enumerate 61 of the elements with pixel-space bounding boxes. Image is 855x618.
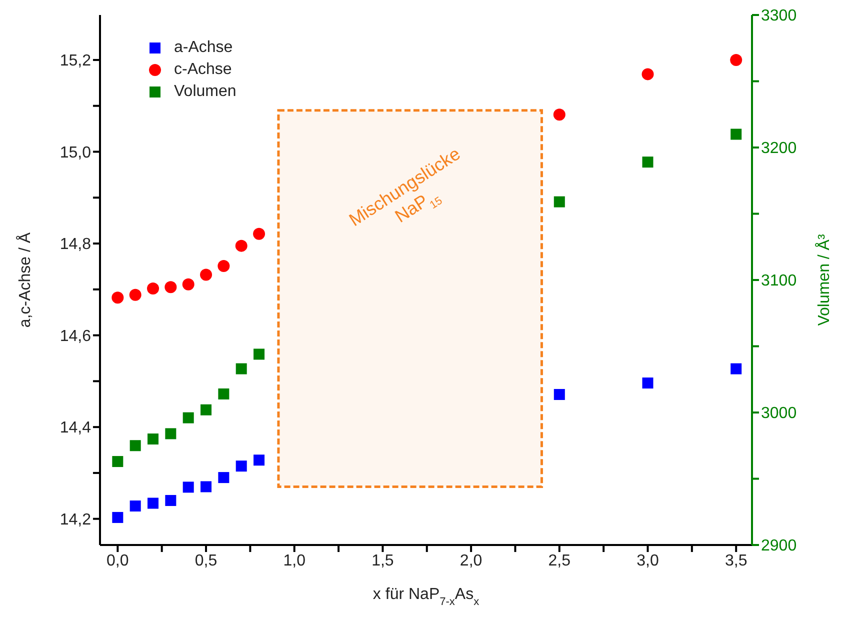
x-tick-label: 1,5 [372,552,394,570]
x-tick-label: 2,0 [460,552,482,570]
y2-tick-label: 3200 [761,140,797,158]
x-axis-title: x für NaP$_{7-x}$As$_{x}$ [372,586,480,608]
point [235,240,248,252]
point [182,482,194,493]
point [200,404,212,416]
point [553,108,566,121]
y-tick-label: 14,2 [60,512,92,529]
y-tick-label: 14,8 [60,236,92,254]
point [164,281,177,294]
point [236,460,247,472]
point [554,196,565,208]
point [200,481,212,492]
y-tick-label: 15,0 [60,144,92,162]
point [730,54,742,66]
point [148,434,159,444]
point [254,454,265,466]
x-tick-label: 3,0 [636,552,659,570]
x-tick-label: 3,5 [724,552,748,570]
x-tick-label: 1,0 [283,552,306,570]
point [130,440,141,452]
point [554,388,565,400]
point [112,456,124,468]
x-tick-label: 0,0 [106,552,129,570]
point [129,288,142,301]
point [642,156,654,168]
y-tick-label: 15,2 [60,52,92,70]
legend-label: Volumen [174,82,236,102]
legend-label: a-Achse [174,38,233,58]
point [165,428,176,440]
y-tick-label: 14,6 [60,328,92,345]
point [165,494,176,506]
point [730,128,742,140]
point [112,292,124,304]
x-tick-label: 0,5 [194,552,218,570]
point [218,472,230,484]
x-tick-label: 2,5 [548,552,571,570]
point [148,498,159,509]
y-tick-label: 14,4 [60,420,92,437]
legend-label: c-Achse [174,60,232,80]
point [112,512,124,523]
y-axis-title: a,c-Achse / Å [16,232,34,328]
point [236,363,247,374]
point [254,348,265,360]
y2-tick-label: 3100 [761,272,797,290]
point [642,378,654,389]
point [200,268,212,281]
point [130,500,141,512]
point [642,68,654,80]
y2-axis-title: Volumen / Å³ [815,234,833,326]
y2-tick-label: 3300 [761,8,797,25]
point [253,228,266,240]
point [730,363,742,374]
point [218,260,230,272]
point [182,412,194,424]
y2-tick-label: 3000 [761,405,797,422]
y2-tick-label: 2900 [761,538,797,555]
point [218,388,230,400]
point [182,278,194,290]
point [147,282,160,294]
